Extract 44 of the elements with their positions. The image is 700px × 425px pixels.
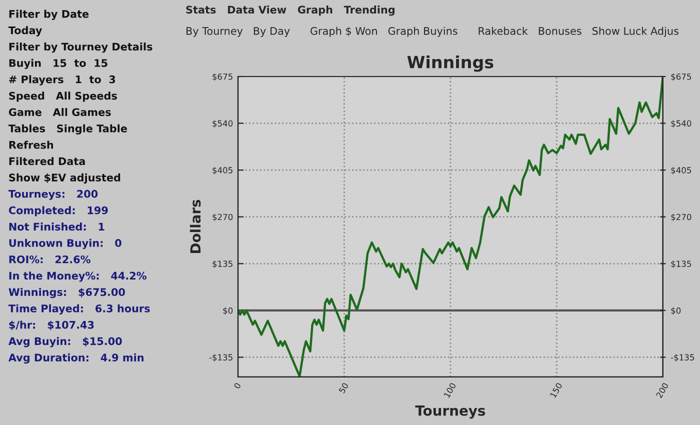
text: Not Finished: 1 [9,222,104,231]
text: Tables Single Table [8,124,127,134]
line-series [238,76,663,377]
text: By Tourney By Day Graph $ Won Graph Buyins Rakeback Bonuses Show Luck Adjus [186,26,678,37]
y-tick-label: $675 [212,73,232,81]
text: Avg Duration: 4.9 min [8,353,144,364]
text: $/hr: $107.43 [9,320,94,330]
text: In the Money%: 44.2% [9,272,146,282]
y2-tick-label: $0 [671,307,681,315]
text: Filtered Data [9,157,85,166]
text: Refresh [9,140,54,149]
x-tick-label: 0 [234,382,242,390]
y2-tick-label: $540 [671,120,692,128]
text: Tourneys: 200 [8,190,98,200]
x-tick-label: 50 [338,382,349,394]
y-tick-label: -$135 [209,354,232,362]
text: Buyin 15 to 15 [9,58,108,70]
text: Winnings: $675.00 [8,288,125,298]
text: Avg Buyin: $15.00 [8,337,122,348]
x-axis-title: Tourneys [415,406,486,419]
text: Today [8,26,42,36]
text: ROI%: 22.6% [9,255,90,264]
y2-tick-label: $135 [671,260,692,268]
y2-tick-label: $675 [671,73,692,81]
y2-tick-label: $270 [671,214,692,222]
text: Completed: 199 [8,206,108,216]
text: Show $EV adjusted [9,173,120,184]
y2-tick-label: $405 [671,166,692,174]
y-tick-label: $405 [212,166,232,174]
y-tick-label: $270 [212,214,233,222]
text: Speed All Speeds [9,92,117,102]
y-tick-label: $540 [212,120,233,128]
y-tick-label: $0 [223,307,233,315]
text: # Players 1 to 3 [9,75,116,86]
text: Game All Games [8,108,111,116]
chart-title: Winnings [407,56,494,72]
text: Filter by Tourney Details [9,42,152,53]
text: Filter by Date [9,10,89,20]
text: Time Played: 6.3 hours [8,304,150,314]
text: Unknown Buyin: 0 [9,238,122,250]
y-tick-label: $135 [212,260,232,268]
text: Stats Data View Graph Trending [186,6,394,16]
y2-tick-label: -$135 [670,354,694,362]
y-axis-title: Dollars [190,200,201,254]
